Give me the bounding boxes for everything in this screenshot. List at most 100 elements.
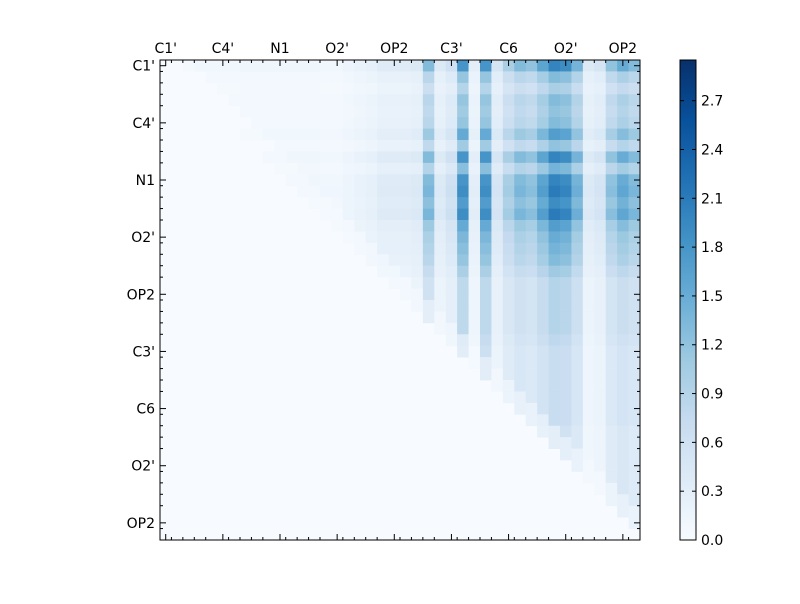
heatmap-cell (548, 345, 561, 358)
heatmap-cell (320, 197, 332, 209)
heatmap-cell (445, 231, 458, 244)
heatmap-cell (411, 117, 424, 129)
heatmap-cell (605, 380, 618, 392)
heatmap-cell (594, 300, 607, 312)
heatmap-cell (548, 380, 561, 392)
heatmap-cell (205, 71, 218, 84)
heatmap-cell (582, 391, 595, 404)
heatmap-cell (297, 82, 309, 95)
heatmap-cell (480, 277, 492, 289)
heatmap-cell (548, 94, 561, 107)
heatmap-cell (182, 60, 195, 72)
heatmap-cell (502, 140, 515, 152)
heatmap-cell (582, 402, 595, 415)
heatmap-cell (422, 300, 435, 312)
heatmap-cell (400, 151, 412, 164)
heatmap-cell (560, 448, 572, 461)
heatmap-cell (411, 220, 424, 232)
heatmap-cell (502, 242, 515, 255)
heatmap-cell (217, 71, 229, 84)
heatmap-cell (217, 82, 229, 95)
heatmap-cell (274, 94, 287, 107)
heatmap-cell (194, 60, 207, 72)
heatmap-cell (297, 117, 309, 129)
heatmap-cell (480, 82, 492, 95)
heatmap-cell (628, 71, 641, 84)
heatmap-cell (251, 94, 264, 107)
heatmap-cell (308, 60, 321, 72)
heatmap-cell (457, 231, 469, 244)
heatmap-cell (480, 117, 492, 129)
heatmap-cell (548, 151, 561, 164)
heatmap-cell (594, 322, 607, 335)
heatmap-cell (548, 391, 561, 404)
heatmap-cell (480, 231, 492, 244)
heatmap-cell (491, 300, 504, 312)
heatmap-cell (560, 208, 572, 221)
heatmap-cell (514, 368, 527, 381)
heatmap-cell (617, 231, 629, 244)
y-tick-label: OP2 (127, 287, 155, 303)
heatmap-cell (411, 242, 424, 255)
heatmap-cell (560, 334, 572, 347)
heatmap-cell (411, 265, 424, 278)
heatmap-cell (480, 208, 492, 221)
heatmap-cell (605, 94, 618, 107)
heatmap-cell (411, 71, 424, 84)
heatmap-cell (617, 448, 629, 461)
heatmap-cell (320, 94, 332, 107)
heatmap-cell (342, 82, 355, 95)
heatmap-cell (320, 162, 332, 175)
heatmap-cell (537, 368, 549, 381)
heatmap-cell (480, 94, 492, 107)
heatmap-cell (605, 151, 618, 164)
heatmap-cell (537, 357, 549, 369)
heatmap-cell (628, 105, 641, 118)
heatmap-cell (560, 151, 572, 164)
heatmap-cell (342, 185, 355, 198)
heatmap-cell (560, 231, 572, 244)
heatmap-cell (354, 185, 367, 198)
heatmap-cell (480, 242, 492, 255)
heatmap-cell (537, 311, 549, 324)
heatmap-cell (400, 265, 412, 278)
heatmap-cell (571, 437, 584, 449)
heatmap-cell (422, 220, 435, 232)
heatmap-cell (605, 277, 618, 289)
heatmap-cell (628, 94, 641, 107)
heatmap-cell (548, 242, 561, 255)
heatmap-cell (377, 162, 389, 175)
heatmap-cell (365, 162, 378, 175)
heatmap-cell (491, 311, 504, 324)
heatmap-cell (422, 140, 435, 152)
heatmap-cell (548, 231, 561, 244)
heatmap-cell (560, 311, 572, 324)
heatmap-cell (365, 82, 378, 95)
heatmap-cell (422, 82, 435, 95)
heatmap-cell (525, 254, 538, 267)
heatmap-cell (480, 162, 492, 175)
heatmap-cell (331, 140, 344, 152)
heatmap-cell (480, 254, 492, 267)
heatmap-cell (514, 94, 527, 107)
heatmap-cell (502, 208, 515, 221)
heatmap-cell (480, 311, 492, 324)
heatmap-cell (365, 94, 378, 107)
heatmap-cell (491, 380, 504, 392)
heatmap-cell (571, 242, 584, 255)
heatmap-cell (308, 197, 321, 209)
heatmap-cell (548, 288, 561, 301)
heatmap-cell (422, 311, 435, 324)
heatmap-cell (377, 208, 389, 221)
heatmap-cell (594, 174, 607, 187)
heatmap-cell (320, 174, 332, 187)
heatmap-cell (468, 197, 481, 209)
heatmap-cell (537, 208, 549, 221)
heatmap-cell (582, 82, 595, 95)
heatmap-cell (491, 231, 504, 244)
heatmap-cell (548, 82, 561, 95)
heatmap-cell (548, 334, 561, 347)
x-tick-label: C1' (154, 41, 177, 57)
heatmap-cell (582, 151, 595, 164)
heatmap-cell (628, 242, 641, 255)
